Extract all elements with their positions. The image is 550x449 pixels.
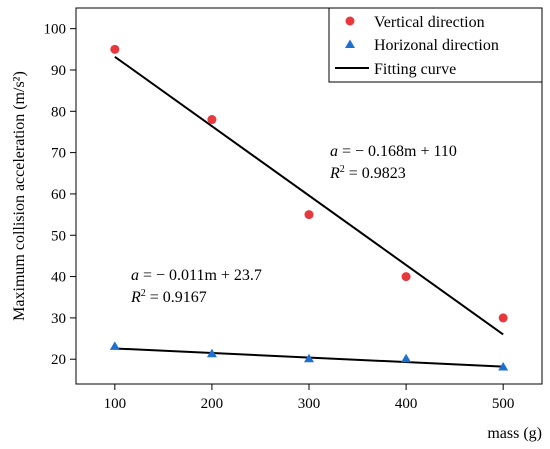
horizontal-point-4 [498,361,509,371]
legend-label-fit: Fitting curve [374,61,456,78]
y-tick-label-6: 80 [51,104,66,120]
legend-marker-horizontal [345,39,355,48]
x-tick-label-2: 300 [298,396,321,412]
svg-text:R2 = 0.9823: R2 = 0.9823 [329,164,406,182]
y-tick-label-8: 100 [44,22,67,38]
horizontal-point-1 [206,348,217,358]
axis-ticks: 100 200 300 400 500 20 30 40 50 60 70 80 90 100 [44,22,515,412]
y-tick-label-0: 20 [51,352,66,368]
x-tick-label-1: 200 [201,396,224,412]
vertical-point-2 [304,210,314,220]
data-points [109,44,509,371]
legend-label-horizontal: Horizonal direction [374,37,499,54]
vertical-point-4 [498,313,508,323]
legend: Vertical direction Horizonal direction F… [328,7,543,83]
x-tick-label-4: 500 [492,396,515,412]
y-tick-label-1: 30 [51,311,66,327]
horizontal-point-2 [304,353,314,363]
y-tick-label-4: 60 [51,187,66,203]
svg-text:R2 = 0.9167: R2 = 0.9167 [130,288,207,306]
horizontal-point-0 [109,341,120,350]
x-tick-label-0: 100 [104,396,127,412]
fit-line-vertical [114,55,504,336]
y-tick-label-7: 90 [51,63,66,79]
horizontal-point-3 [401,353,412,363]
vertical-point-0 [110,44,120,54]
equation-horizontal: a = − 0.011m + 23.7 R2 = 0.9167 [130,267,262,306]
vertical-point-3 [401,272,411,282]
legend-label-vertical: Vertical direction [374,14,485,31]
y-tick-label-2: 40 [51,270,66,286]
legend-marker-vertical [345,16,355,26]
y-tick-label-5: 70 [51,146,66,162]
equation-vertical: a = − 0.168m + 110 R2 = 0.9823 [329,143,457,182]
x-tick-label-3: 400 [395,396,418,412]
vertical-point-1 [207,115,217,125]
legend-box [328,7,543,83]
x-axis-title: mass (g) [487,425,542,442]
svg-text:a = − 0.011m + 23.7: a = − 0.011m + 23.7 [131,267,262,284]
y-tick-label-3: 50 [51,228,66,244]
svg-text:a = − 0.168m + 110: a = − 0.168m + 110 [330,143,457,160]
y-axis-title: Maximum collision acceleration (m/s²) [11,71,28,321]
